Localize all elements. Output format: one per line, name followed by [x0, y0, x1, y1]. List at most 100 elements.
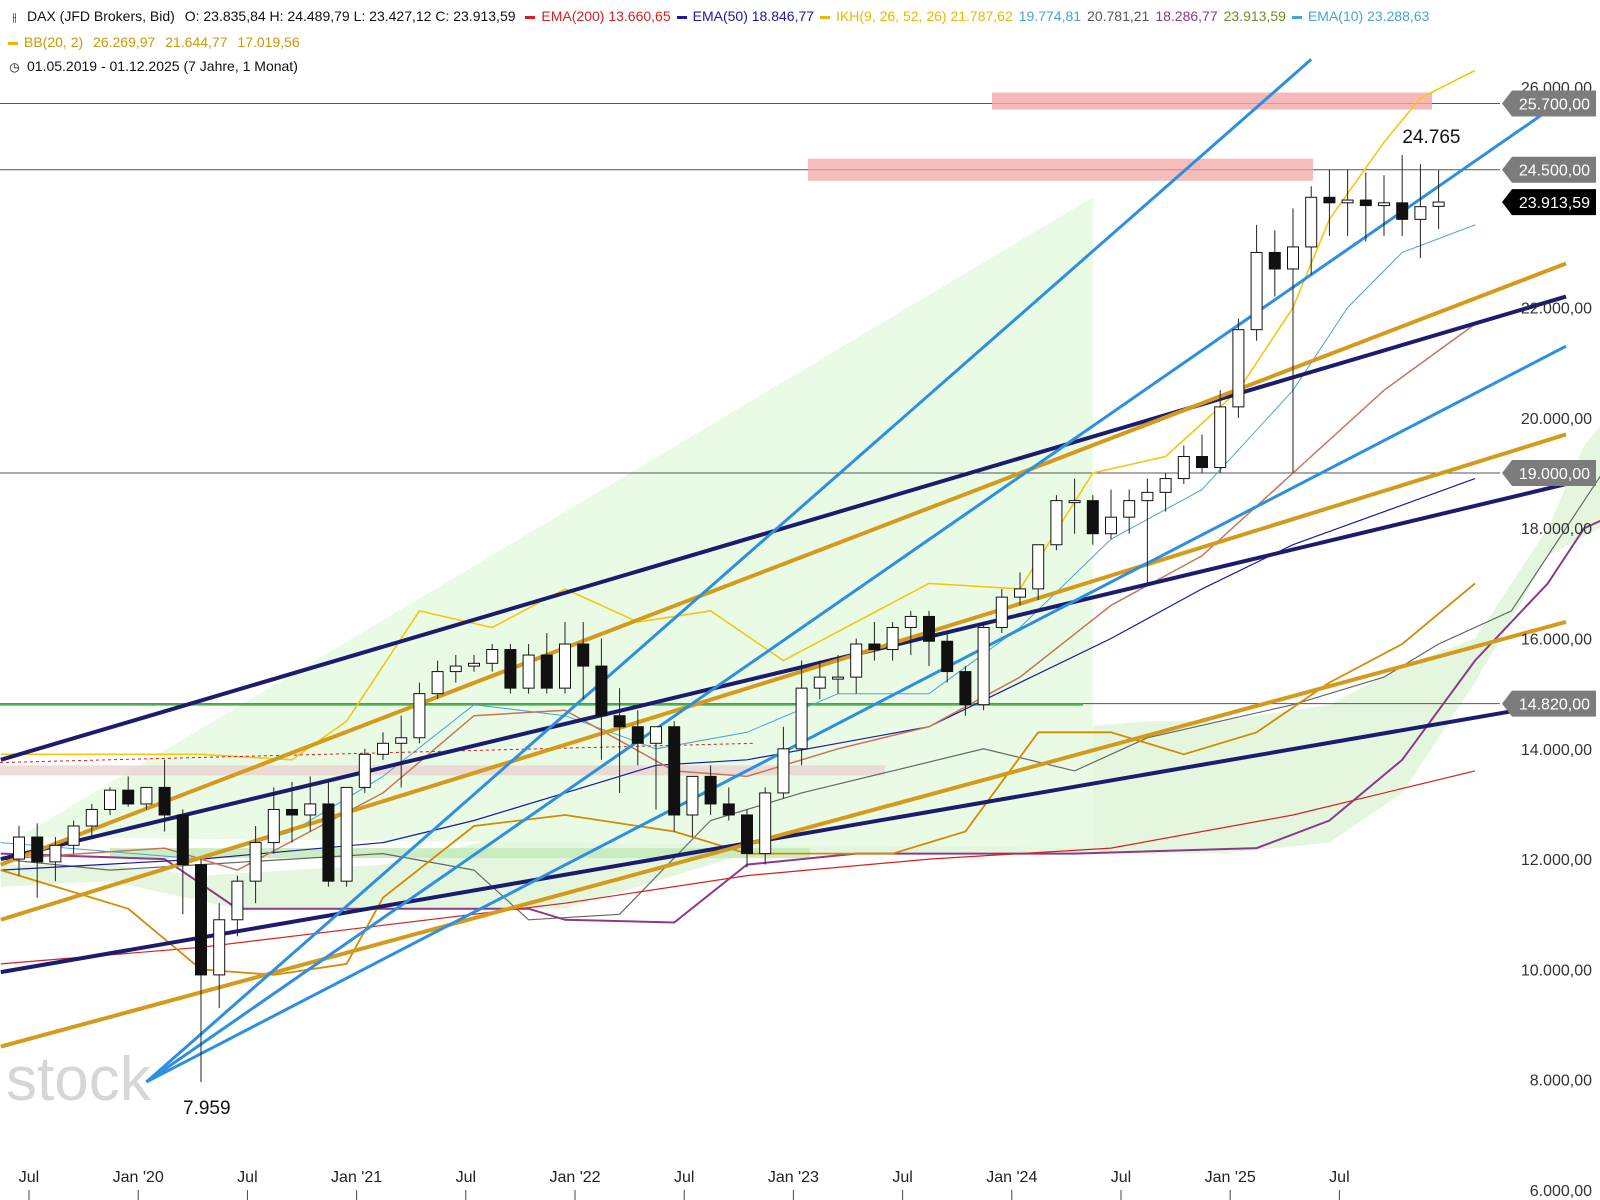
bb-middle: 21.644,77	[165, 34, 228, 50]
y-tick-label: 14.000,00	[1521, 742, 1592, 759]
chart-header-line-3: ◷ 01.05.2019 - 01.12.2025 (7 Jahre, 1 Mon…	[8, 58, 304, 74]
x-tick-label: Jan '25	[1205, 1169, 1256, 1186]
price-tag-text: 19.000,00	[1519, 466, 1590, 483]
candle-body	[1305, 196, 1318, 248]
candle-body	[1123, 500, 1136, 518]
support-zone	[110, 848, 810, 859]
x-tick-label: Jul	[237, 1169, 257, 1186]
candle-body	[1378, 202, 1390, 207]
candle-body	[995, 596, 1008, 628]
candle-body	[1232, 329, 1245, 408]
candle-body	[213, 919, 226, 976]
price-tag-text: 23.913,59	[1519, 195, 1590, 212]
y-tick-label: 20.000,00	[1521, 411, 1592, 428]
trendline-orange	[0, 432, 1567, 922]
price-tag-box	[1502, 690, 1596, 717]
candle-body	[977, 626, 990, 706]
x-tick-label: Jul	[674, 1169, 694, 1186]
bb-upper: 26.269,97	[93, 34, 156, 50]
candle-body	[340, 786, 353, 882]
candle-body	[686, 775, 699, 816]
candle-body	[1177, 456, 1190, 480]
candle-body	[832, 676, 844, 680]
indicator-swatch	[676, 15, 687, 19]
candle-body	[868, 643, 881, 651]
candle-body	[1268, 251, 1281, 270]
candle-body	[67, 825, 80, 846]
price-tag: 19.000,00	[1502, 460, 1596, 487]
y-tick-label: 22.000,00	[1521, 301, 1592, 318]
trendline-orange	[0, 261, 1567, 867]
clock-icon: ◷	[9, 60, 20, 74]
candle-body	[140, 786, 153, 805]
x-tick-label: Jan '23	[768, 1169, 819, 1186]
candle-body	[377, 742, 389, 755]
candle-body	[1159, 478, 1172, 493]
date-range: 01.05.2019 - 01.12.2025 (7 Jahre, 1 Mona…	[27, 58, 298, 74]
trendline-navy	[0, 699, 1567, 975]
x-tick-label: Jul	[1329, 1169, 1349, 1186]
candle-body	[1287, 246, 1299, 270]
instrument-label: DAX (JFD Brokers, Bid)	[27, 8, 175, 24]
candle-body	[195, 864, 207, 976]
candle-body	[631, 726, 644, 744]
candle-body	[1050, 500, 1063, 546]
y-tick-label: 16.000,00	[1521, 632, 1592, 649]
y-tick-label: 18.000,00	[1521, 521, 1592, 538]
candle-body	[176, 814, 189, 866]
price-tag: 14.820,00	[1502, 690, 1596, 717]
ohlc-readout: O: 23.835,84 H: 24.489,79 L: 23.427,12 C…	[184, 8, 516, 24]
price-tag-box	[1502, 460, 1596, 487]
trendline-navy	[0, 482, 1567, 862]
price-tag-text: 24.500,00	[1519, 163, 1590, 180]
indicator-swatch	[1291, 15, 1302, 19]
indicator-entry: 23.913,59	[1223, 8, 1286, 24]
candle-body	[595, 665, 608, 717]
candle-body	[431, 671, 444, 695]
candle-body	[650, 726, 662, 744]
candle-body	[358, 753, 371, 788]
candle-body	[959, 671, 972, 706]
candle-body	[668, 726, 681, 816]
candle-body	[158, 786, 171, 816]
indicator-legend: EMA(200) 13.660,65 EMA(50) 18.846,77 IKH(9…	[525, 8, 1435, 24]
candle-body	[904, 615, 917, 628]
ema-50-line	[0, 478, 1476, 871]
trendline-navy	[0, 294, 1567, 762]
bb-swatch	[8, 41, 18, 45]
candle-body	[1105, 516, 1117, 535]
indicator-swatch	[820, 15, 831, 19]
candle-body	[1359, 199, 1372, 207]
x-tick-label: Jan '24	[986, 1169, 1037, 1186]
candle-body	[1414, 206, 1427, 220]
candle-body	[704, 775, 717, 805]
candle-body	[850, 643, 863, 678]
candle-body	[1396, 202, 1409, 220]
candle-body	[886, 626, 899, 651]
ichimoku-cloud	[0, 426, 1600, 909]
candle-body	[395, 737, 408, 744]
x-tick-label: Jul	[19, 1169, 39, 1186]
price-annotation: 7.959	[183, 1098, 231, 1119]
candle-body	[759, 792, 772, 855]
x-tick-label: Jan '22	[549, 1169, 600, 1186]
candle-body	[231, 880, 244, 921]
resistance-zone	[808, 158, 1313, 181]
candle-body	[741, 814, 753, 855]
candle-body	[468, 662, 480, 667]
candle-body	[267, 808, 280, 844]
indicator-entry: EMA(10) 23.288,63	[1291, 8, 1429, 24]
candle-body	[486, 649, 499, 664]
candle-body	[413, 693, 426, 739]
candle-body	[722, 803, 735, 816]
resistance-zone	[992, 92, 1432, 110]
candle-body	[249, 842, 262, 882]
indicator-entry: 18.286,77	[1155, 8, 1218, 24]
price-tag-text: 14.820,00	[1519, 697, 1590, 714]
y-tick-label: 12.000,00	[1521, 852, 1592, 869]
candle-body	[923, 615, 935, 642]
x-tick-label: Jul	[892, 1169, 912, 1186]
candle-body	[577, 643, 590, 667]
indicator-swatch	[525, 15, 536, 19]
